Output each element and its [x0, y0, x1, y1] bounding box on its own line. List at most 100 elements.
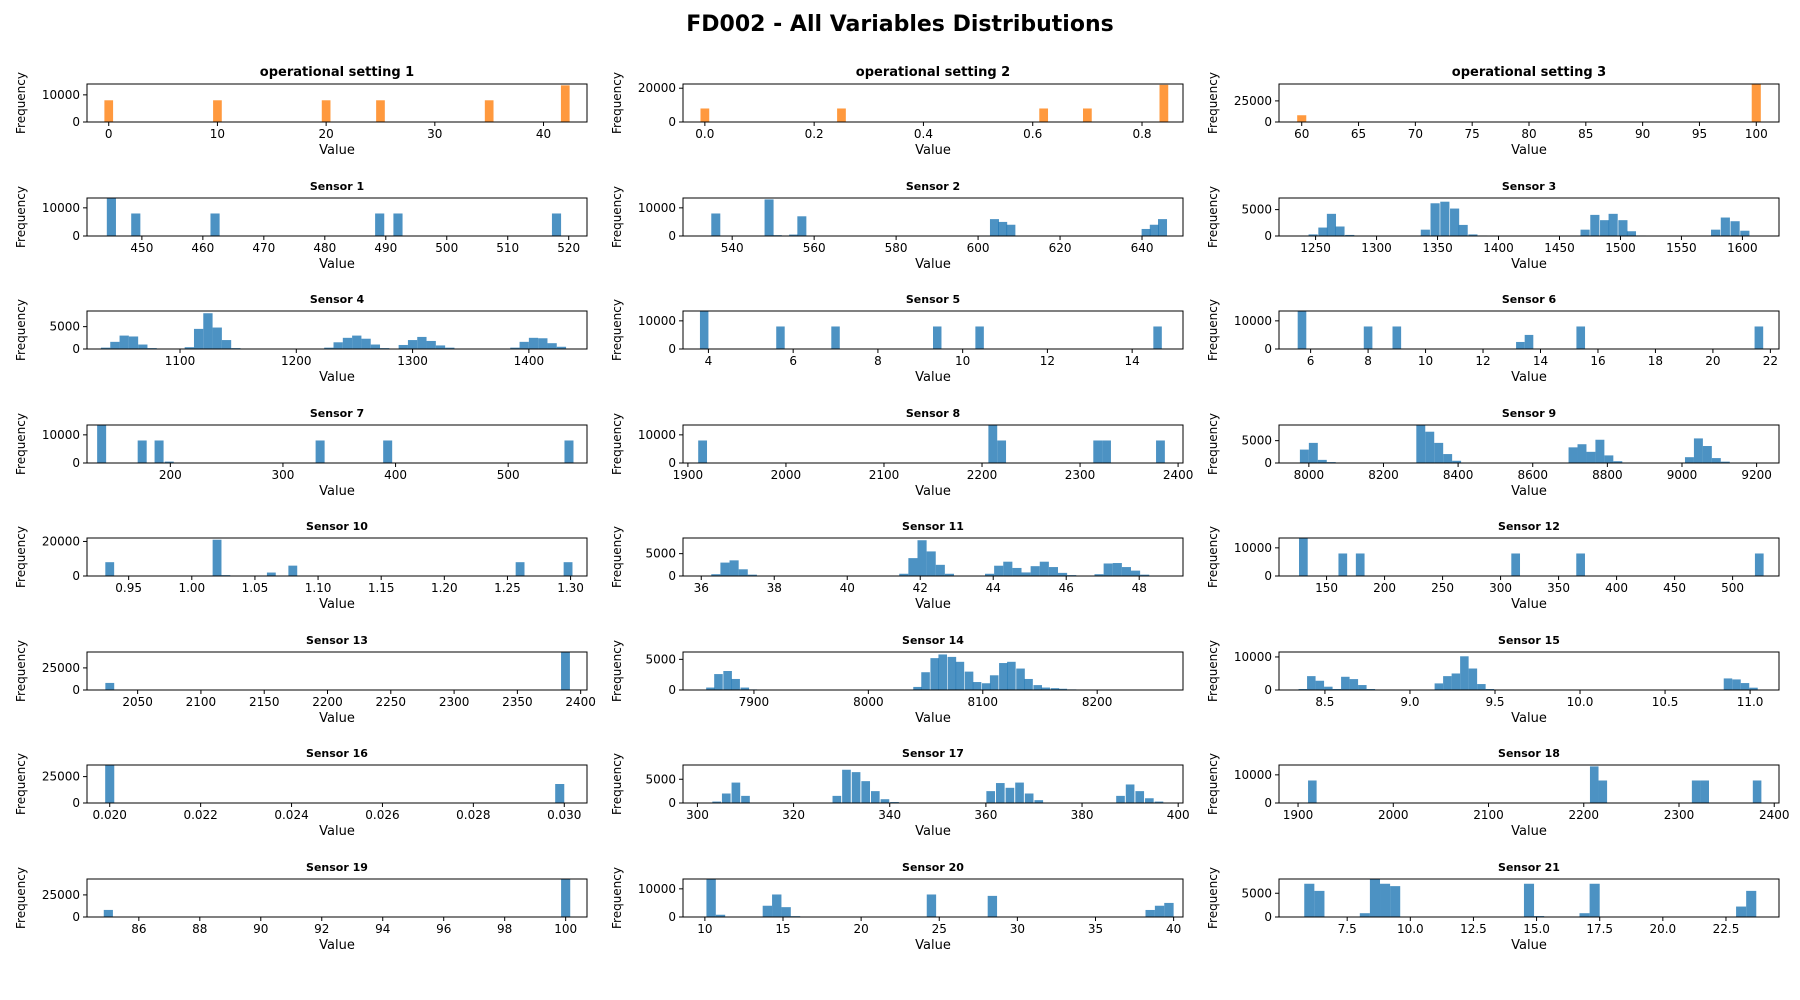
histogram-bar — [321, 100, 331, 122]
x-tick-label: 2400 — [1759, 808, 1790, 822]
axes-frame — [86, 878, 588, 917]
x-tick-label: 98 — [497, 922, 512, 936]
y-tick-label: 10000 — [1234, 314, 1272, 328]
y-axis-label: Frequency — [1206, 413, 1220, 475]
histogram-bar — [1443, 675, 1452, 690]
x-tick-label: 38 — [767, 581, 782, 595]
histogram-bar — [551, 212, 562, 236]
histogram-bar — [1159, 84, 1169, 122]
y-tick-label: 5000 — [1241, 202, 1272, 216]
histogram-bar — [104, 100, 114, 122]
histogram-bar — [203, 313, 213, 349]
y-axis-label: Frequency — [610, 299, 624, 361]
x-axis-label: Value — [319, 938, 355, 953]
histogram-svg: Sensor 3 1250 1300 1350 1400 1450 1500 1550 1600… — [1206, 180, 1780, 272]
histogram-panel: Sensor 9 8000 8200 8400 8600 8800 9000 9200 0 500… — [1206, 401, 1787, 501]
x-tick-label: 1500 — [1605, 241, 1636, 255]
x-tick-label: 1100 — [165, 354, 196, 368]
x-axis-label: Value — [915, 824, 951, 839]
x-tick-label: 0.024 — [274, 808, 308, 822]
x-tick-label: 1300 — [397, 354, 428, 368]
histogram-bar — [1058, 572, 1068, 576]
panel-title: Sensor 18 — [1498, 747, 1560, 760]
histogram-svg: Sensor 7 200 300 400 500 0 10000 Value Frequency — [14, 407, 588, 499]
histogram-bar — [1752, 780, 1762, 803]
histogram-bar — [981, 682, 991, 690]
histogram-bar — [989, 218, 999, 236]
x-tick-label: 2100 — [1473, 808, 1504, 822]
histogram-bar — [1317, 459, 1327, 463]
histogram-bar — [106, 197, 116, 236]
y-tick-label: 5000 — [645, 547, 676, 561]
x-tick-label: 6 — [789, 354, 797, 368]
histogram-bar — [987, 895, 998, 917]
x-tick-label: 100 — [1745, 127, 1768, 141]
histogram-bar — [711, 574, 721, 576]
x-tick-label: 10.5 — [1652, 695, 1679, 709]
axes-frame — [86, 83, 588, 123]
histogram-bar — [221, 340, 232, 349]
x-tick-label: 1.00 — [178, 581, 205, 595]
histogram-panel: Sensor 2 540 560 580 600 620 640 0 10000 Value Fre… — [610, 174, 1191, 274]
x-tick-label: 92 — [314, 922, 329, 936]
x-tick-label: 12.5 — [1460, 922, 1487, 936]
histogram-bar — [995, 783, 1005, 803]
panel-title: Sensor 16 — [306, 747, 368, 760]
x-tick-label: 9000 — [1667, 468, 1698, 482]
histogram-bar — [561, 878, 571, 917]
histogram-bar — [917, 540, 927, 576]
x-tick-label: 75 — [1465, 127, 1480, 141]
x-tick-label: 1900 — [673, 468, 704, 482]
y-tick-label: 10000 — [638, 881, 676, 895]
y-tick-label: 0 — [1264, 229, 1272, 243]
x-tick-label: 1450 — [1544, 241, 1575, 255]
y-axis-label: Frequency — [1206, 299, 1220, 361]
x-axis-label: Value — [1511, 824, 1547, 839]
histogram-svg: operational setting 3 60 65 70 75 80 85 90 95 100… — [1206, 65, 1780, 158]
histogram-bar — [1604, 454, 1614, 463]
histogram-bar — [561, 651, 570, 690]
histogram-bar — [1749, 687, 1758, 690]
histogram-svg: Sensor 10 0.95 1.00 1.05 1.10 1.15 1.20 1.25 1.3… — [14, 520, 588, 612]
y-axis-label: Frequency — [14, 640, 28, 702]
histogram-bar — [1450, 208, 1460, 236]
y-tick-label: 10000 — [42, 88, 80, 102]
histogram-bar — [1304, 883, 1315, 917]
histogram-bar — [1600, 219, 1610, 236]
y-axis-label: Frequency — [610, 640, 624, 702]
histogram-bar — [1590, 214, 1600, 236]
x-tick-label: 20 — [853, 922, 868, 936]
histogram-bar — [740, 687, 750, 690]
y-tick-label: 0 — [72, 229, 80, 243]
y-axis-label: Frequency — [610, 753, 624, 815]
histogram-bar — [1580, 229, 1590, 236]
x-tick-label: 8000 — [853, 695, 884, 709]
panel-title: Sensor 13 — [306, 634, 368, 647]
histogram-bar — [1034, 800, 1044, 803]
x-tick-label: 46 — [1059, 581, 1074, 595]
y-tick-label: 25000 — [42, 660, 80, 674]
x-tick-label: 450 — [130, 241, 153, 255]
x-axis-label: Value — [1511, 938, 1547, 953]
histogram-bar — [1576, 553, 1585, 576]
x-tick-label: 14 — [1125, 354, 1140, 368]
histogram-bar — [333, 342, 343, 349]
x-tick-label: 2350 — [502, 695, 533, 709]
y-axis-label: Frequency — [1206, 186, 1220, 248]
axes-frame — [86, 310, 588, 350]
histogram-bar — [1094, 574, 1104, 576]
histogram-svg: Sensor 11 36 38 40 42 44 46 48 0 5000 Value Frequen… — [610, 520, 1184, 612]
y-tick-label: 0 — [668, 342, 676, 356]
histogram-bar — [789, 234, 799, 236]
y-tick-label: 10000 — [1234, 541, 1272, 555]
histogram-bar — [964, 671, 974, 690]
x-tick-label: 490 — [374, 241, 397, 255]
x-tick-label: 8800 — [1592, 468, 1623, 482]
x-tick-label: 85 — [1578, 127, 1593, 141]
histogram-bar — [1299, 538, 1308, 576]
x-tick-label: 0 — [105, 127, 113, 141]
histogram-bar — [738, 569, 748, 576]
histogram-panel: Sensor 5 4 6 8 10 12 14 0 10000 Value Frequency — [610, 287, 1191, 387]
histogram-bar — [1299, 449, 1309, 463]
x-tick-label: 9.5 — [1485, 695, 1504, 709]
